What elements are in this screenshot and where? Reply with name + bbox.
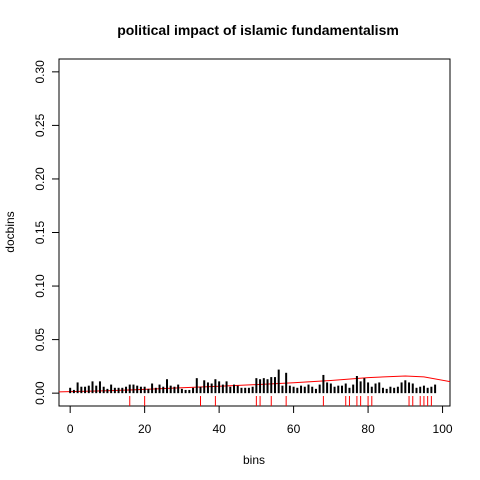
x-tick-label: 60 [287, 422, 301, 436]
y-tick-label: 0.20 [33, 167, 47, 191]
rug-layer [129, 396, 432, 406]
x-tick-label: 40 [212, 422, 226, 436]
y-tick-label: 0.05 [33, 328, 47, 352]
y-tick-label: 0.15 [33, 220, 47, 244]
x-axis-label: bins [243, 453, 265, 467]
plot-frame [58, 58, 451, 407]
x-tick-label: 100 [433, 422, 453, 436]
y-tick-label: 0.30 [33, 60, 47, 84]
x-tick-label: 20 [138, 422, 152, 436]
y-axis-label: docbins [3, 211, 17, 252]
x-tick-label: 0 [67, 422, 74, 436]
y-tick-label: 0.10 [33, 274, 47, 298]
chart-title: political impact of islamic fundamentali… [117, 22, 399, 38]
y-tick-label: 0.25 [33, 113, 47, 137]
x-axis: 0 20 40 60 80 100 [67, 406, 453, 436]
y-axis: 0.00 0.05 0.10 0.15 0.20 0.25 0.30 [33, 60, 59, 405]
x-tick-label: 80 [361, 422, 375, 436]
y-tick-label: 0.00 [33, 381, 47, 405]
bars-layer [69, 369, 437, 394]
